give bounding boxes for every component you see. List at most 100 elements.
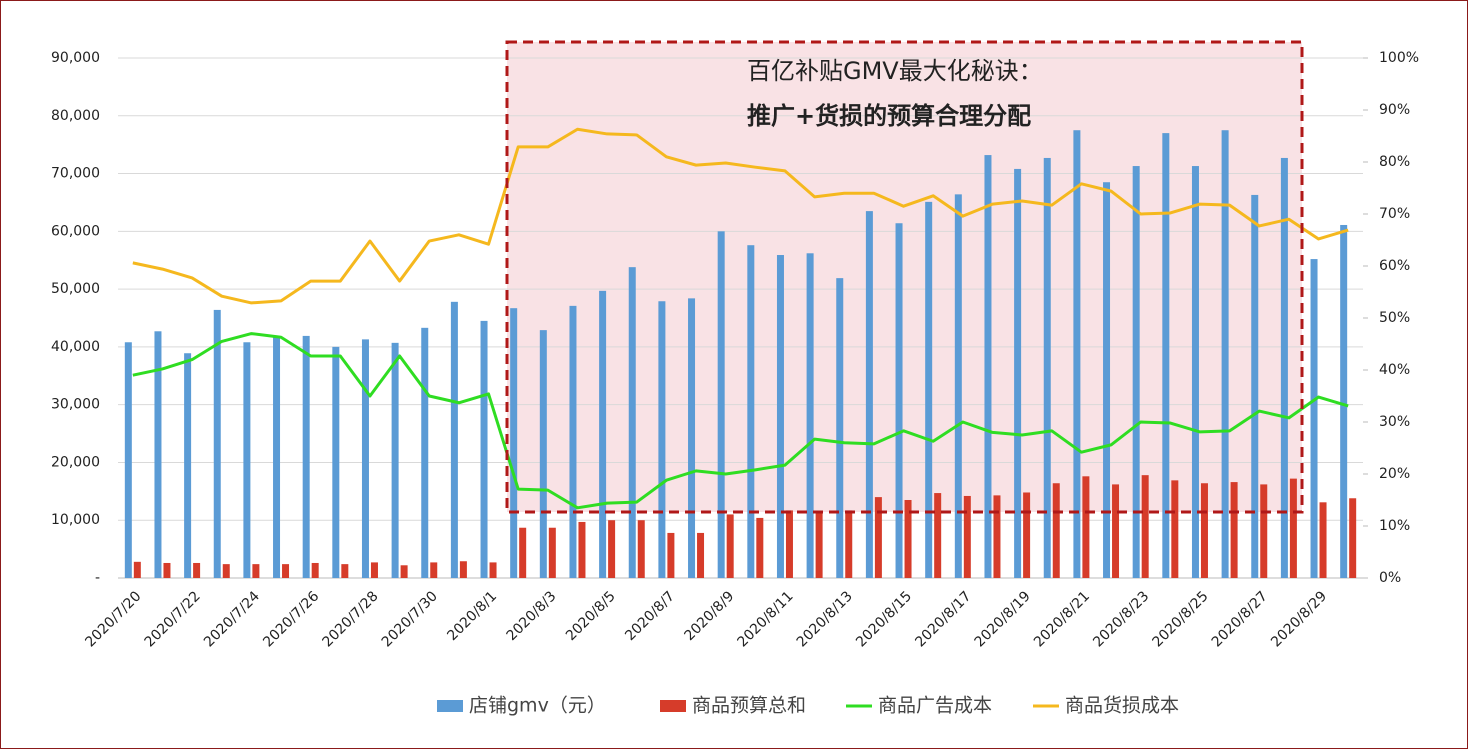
bar [688,298,696,578]
bar [1052,483,1060,578]
bar [450,301,458,578]
bar [993,495,1001,578]
bar [658,301,666,578]
bar [717,231,725,579]
bar [1349,498,1357,578]
bar [963,495,971,578]
legend-swatch [660,700,686,712]
bar [341,564,349,578]
y-tick-label: 10,000 [51,512,100,528]
bar [430,562,438,578]
y2-tick-label: 70% [1379,206,1410,222]
bar [1280,157,1288,578]
bar [213,309,221,578]
legend-label: 商品预算总和 [692,695,806,717]
y-tick-label: 40,000 [51,339,100,355]
bar [510,308,518,578]
bar [785,510,793,578]
y-tick-label: 70,000 [51,166,100,182]
bar [1230,482,1238,578]
bar [282,564,290,578]
bar [747,245,755,578]
bar [815,513,823,578]
bar [302,335,310,578]
legend-label: 店铺gmv（元） [469,695,606,717]
bar [400,565,408,578]
bar [539,330,547,578]
legend-swatch [437,700,463,712]
bar [578,521,586,578]
bar [252,564,260,578]
y2-tick-label: 100% [1379,50,1419,66]
bar [836,278,844,578]
bar [1112,484,1120,578]
line [132,127,1349,305]
bar [904,500,912,578]
bar [273,335,281,578]
bar [1014,168,1022,578]
bar [1043,157,1051,578]
bar [1340,224,1348,578]
bar [776,255,784,578]
annotation: 推广+货损的预算合理分配 [747,102,1031,130]
legend-label: 商品广告成本 [878,695,992,717]
bar [984,155,992,579]
bar [421,327,429,578]
bar [184,353,192,578]
highlight-box [505,40,1304,514]
bar [874,497,882,578]
bar [1073,130,1081,578]
bar [1319,502,1327,578]
bar [1141,475,1149,578]
bar [193,562,201,578]
y2-tick-label: 30% [1379,414,1410,430]
bar [1103,182,1111,578]
bar [599,290,607,578]
bar [1200,483,1208,578]
bar [925,201,933,578]
bar [519,527,527,578]
bar [1162,133,1170,578]
bar [934,493,942,578]
bar [865,211,873,578]
bar [1191,166,1199,579]
line [132,332,1349,510]
bar [1260,484,1268,578]
y-tick-label: 90,000 [51,50,100,66]
bar [569,305,577,578]
y-tick-label: 60,000 [51,223,100,239]
y2-tick-label: 80% [1379,154,1410,170]
bar [243,342,251,578]
bar [124,342,132,578]
bar [637,520,645,578]
bar [489,562,497,578]
y-tick-label: 80,000 [51,108,100,124]
bar [628,267,636,578]
bar [332,346,340,578]
bar [697,532,705,578]
y2-tick-label: 40% [1379,362,1410,378]
bar [756,517,764,578]
y2-tick-label: 90% [1379,102,1410,118]
y-tick-label: 30,000 [51,397,100,413]
bar [1082,476,1090,578]
legend-label: 商品货损成本 [1065,695,1179,717]
bar [370,562,378,578]
bar [154,331,162,578]
highlight-area [507,42,1302,512]
bar [1221,130,1229,578]
y-tick-label: 20,000 [51,454,100,470]
bar [1289,478,1297,578]
bar [391,342,399,578]
bar [548,527,556,578]
y2-tick-label: 10% [1379,518,1410,534]
bar [1251,194,1259,578]
bar [361,339,369,578]
bar [1171,480,1179,578]
bar [806,253,814,579]
bar [895,223,903,578]
bar [954,194,962,578]
bar [1023,492,1031,578]
y2-tick-label: 60% [1379,258,1410,274]
bar [726,514,734,578]
